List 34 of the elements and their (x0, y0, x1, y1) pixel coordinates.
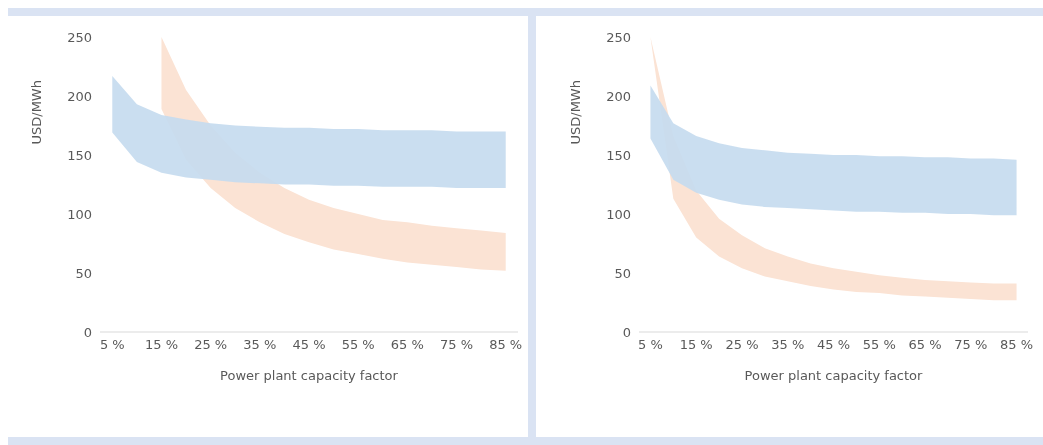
y-tick-label: 200 (606, 88, 631, 104)
x-tick-label: 55 % (341, 337, 375, 353)
x-tick-label: 55 % (862, 337, 896, 353)
x-tick-label: 5 % (638, 337, 663, 353)
x-tick-label: 15 % (679, 337, 713, 353)
x-tick-label: 85 % (489, 337, 523, 353)
y-tick-label: 150 (67, 147, 92, 163)
x-tick-label: 45 % (816, 337, 851, 353)
x-tick-label: 35 % (243, 337, 277, 353)
y-tick-label: 0 (622, 324, 631, 340)
x-tick-label: 25 % (194, 337, 228, 353)
y-axis-title: USD/MWh (567, 80, 583, 145)
y-axis-title: USD/MWh (28, 80, 44, 145)
y-tick-label: 50 (75, 265, 92, 281)
y-tick-label: 100 (606, 206, 631, 222)
y-tick-label: 250 (606, 29, 631, 45)
x-tick-label: 75 % (440, 337, 474, 353)
x-tick-label: 75 % (954, 337, 988, 353)
y-tick-label: 50 (614, 265, 631, 281)
x-tick-label: 5 % (99, 337, 125, 353)
x-tick-label: 15 % (144, 337, 178, 353)
y-tick-label: 100 (67, 206, 92, 222)
x-axis-title: Power plant capacity factor (744, 368, 924, 383)
y-tick-label: 0 (83, 324, 92, 340)
x-tick-label: 65 % (908, 337, 942, 353)
y-tick-label: 200 (67, 88, 92, 104)
y-tick-label: 250 (67, 29, 92, 45)
x-tick-label: 45 % (292, 337, 326, 353)
x-tick-label: 25 % (725, 337, 759, 353)
x-axis-title: Power plant capacity factor (220, 368, 399, 383)
x-tick-label: 65 % (390, 337, 424, 353)
x-tick-label: 35 % (771, 337, 805, 353)
y-tick-label: 150 (606, 147, 631, 163)
x-tick-label: 85 % (1000, 337, 1034, 353)
